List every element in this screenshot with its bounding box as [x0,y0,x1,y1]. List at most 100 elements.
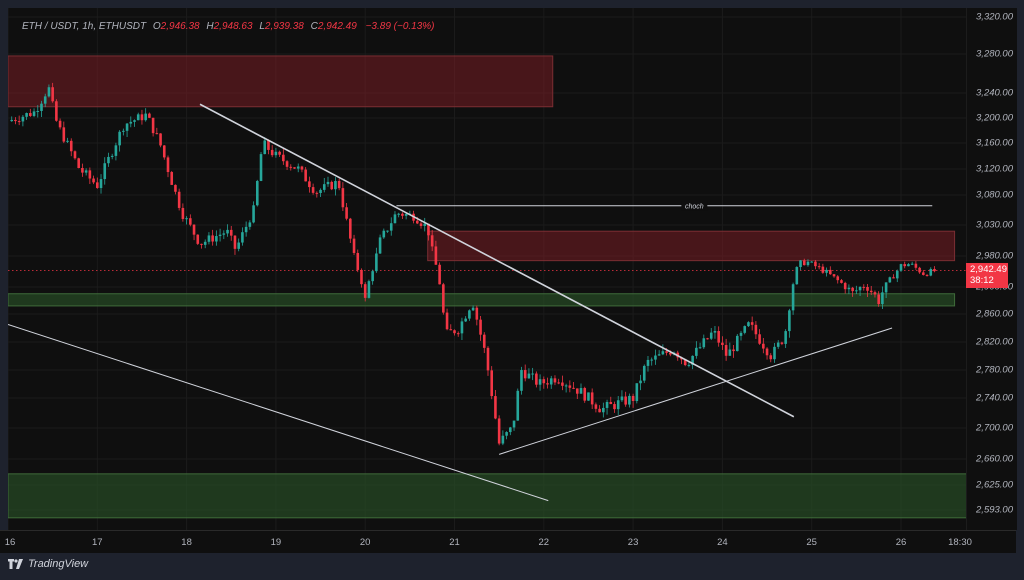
price-tick-label: 2,660.00 [976,453,1013,465]
candle-down [494,396,497,419]
candle-up [21,116,25,122]
demand-zone[interactable] [8,473,966,519]
candle-up [203,241,207,245]
high-label: H [206,21,214,32]
choch-label: choch [685,203,704,210]
supply-zone[interactable] [8,55,554,108]
candle-down [802,260,806,266]
candle-down [330,181,334,190]
candle-up [907,264,910,267]
candle-down [843,282,847,290]
candle-down [88,170,92,179]
candle-down [609,401,613,405]
candle-up [393,214,397,224]
candle-down [345,207,348,219]
candle-down [475,307,479,320]
candle-down [267,140,270,150]
candle-up [255,180,259,206]
candle-down [683,359,687,366]
candle-down [903,264,907,267]
candle-up [226,229,229,234]
candle-down [148,113,151,118]
candle-up [367,281,371,298]
candle-up [527,373,531,379]
candle-down [583,388,587,401]
symbol-title[interactable]: ETH / USDT, 1h, ETHUSDT [22,21,147,32]
candle-up [460,321,464,334]
descending-channel-lower-line[interactable] [8,324,549,502]
time-tick-label: 18:30 [948,537,972,548]
candle-down [873,292,877,295]
candle-up [743,326,747,333]
candle-down [282,154,285,162]
candle-down [92,178,95,183]
candle-up [99,179,103,188]
candle-down [166,157,170,173]
candle-down [706,338,709,340]
candlestick-chart[interactable]: choch [8,8,966,530]
brand-name: TradingView [28,558,89,570]
price-tick-label: 2,740.00 [976,392,1013,404]
candle-down [542,379,546,384]
candle-up [784,331,787,344]
demand-zone[interactable] [8,293,956,307]
candle-up [564,385,568,387]
candle-down [438,264,441,285]
candle-down [363,284,367,298]
candle-up [296,166,300,169]
candle-up [326,181,330,185]
candle-down [304,169,307,182]
time-axis[interactable]: 16 17 18 19 20 21 22 23 24 25 26 18:30 [0,530,1016,553]
candle-down [442,284,445,313]
descending-resistance-line[interactable] [199,103,795,418]
supply-zone[interactable] [427,230,956,262]
candle-down [270,149,274,156]
price-tick-label: 3,030.00 [976,219,1013,231]
candle-down [821,266,825,273]
candle-down [754,324,758,335]
candle-down [77,158,80,168]
candle-up [244,226,248,233]
close-value: 2,942.49 [317,21,357,32]
candle-down [840,280,843,283]
candle-down [922,272,925,275]
candle-down [285,161,289,167]
candle-down [914,263,918,268]
candle-up [10,119,14,122]
candle-up [747,322,750,327]
ascending-support-line[interactable] [498,327,893,455]
candle-up [884,282,888,293]
time-tick-label: 20 [359,537,371,548]
candle-down [419,223,423,226]
candle-up [799,260,802,268]
candle-down [51,87,54,102]
candle-up [237,242,240,249]
candle-up [847,287,851,290]
tradingview-logo[interactable]: TradingView [8,558,88,570]
candle-down [490,370,494,397]
price-tick-label: 2,980.00 [976,250,1013,262]
price-tick-label: 3,200.00 [976,112,1013,124]
candle-up [728,349,732,356]
candle-down [308,181,311,188]
candle-down [181,207,185,219]
candle-down [817,266,821,268]
chart-pane[interactable]: choch ETH / USDT, 1h, ETHUSDT O2,946.38 … [8,8,966,530]
price-tick-label: 3,320.00 [976,11,1013,23]
candle-down [862,286,866,288]
candle-down [151,117,155,134]
candle-up [895,270,899,279]
candle-up [125,123,129,131]
candle-up [375,253,378,272]
candle-up [25,113,28,117]
candle-up [122,130,125,132]
open-label: O [152,21,161,32]
candle-up [858,286,862,291]
price-tick-label: 3,120.00 [976,163,1013,175]
low-value: 2,939.38 [264,21,304,32]
candle-up [274,151,278,156]
candle-up [107,156,110,164]
candle-up [371,271,374,282]
candle-down [613,404,616,410]
candle-up [639,380,642,384]
